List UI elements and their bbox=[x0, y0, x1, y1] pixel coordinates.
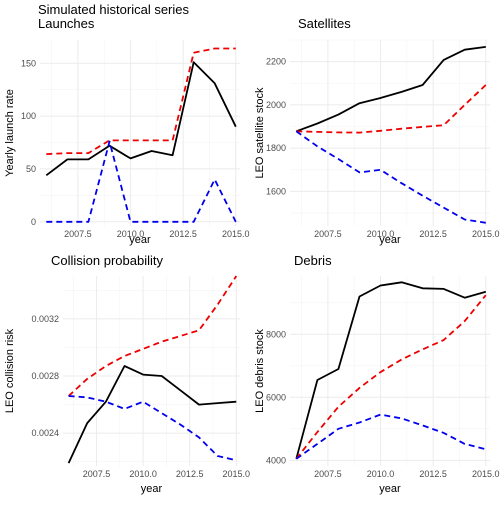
series-line-2 bbox=[67, 275, 238, 397]
y-axis-label: Yearly launch rate bbox=[4, 89, 16, 177]
series-line-1 bbox=[295, 281, 487, 460]
series-line-2 bbox=[46, 47, 236, 155]
y-tick-label: 8000 bbox=[266, 329, 286, 339]
y-axis-label: LEO satellite stock bbox=[254, 87, 266, 179]
x-tick-label: 2012.5 bbox=[169, 229, 197, 239]
series-line-3 bbox=[46, 140, 237, 223]
x-axis-label: year bbox=[141, 483, 163, 495]
x-tick-label: 2010.0 bbox=[367, 229, 395, 239]
y-axis-label: LEO collision risk bbox=[4, 328, 16, 413]
series-line-1 bbox=[295, 46, 486, 133]
series-line-2 bbox=[296, 84, 487, 134]
x-tick-label: 2010.0 bbox=[117, 229, 145, 239]
x-tick-label: 2015.0 bbox=[472, 469, 500, 479]
x-axis-label: year bbox=[129, 234, 151, 246]
x-tick-label: 2010.0 bbox=[367, 469, 395, 479]
panel-satellites: 2007.5 2010.0 2012.5 2015.0 1600 1800 2000 2200… bbox=[254, 16, 500, 246]
panel-title: Collision probability bbox=[51, 253, 163, 268]
x-tick-label: 2010.0 bbox=[129, 469, 157, 479]
x-tick-label: 2007.5 bbox=[314, 469, 342, 479]
x-tick-label: 2012.5 bbox=[176, 469, 204, 479]
series-line-3 bbox=[295, 130, 486, 224]
x-tick-label: 2007.5 bbox=[64, 229, 92, 239]
y-tick-label: 150 bbox=[21, 58, 36, 68]
x-axis-label: year bbox=[379, 483, 401, 495]
y-axis-label: LEO debris stock bbox=[254, 329, 266, 413]
y-tick-label: 4000 bbox=[266, 455, 286, 465]
series-line-1 bbox=[67, 365, 237, 464]
y-tick-label: 50 bbox=[26, 164, 36, 174]
y-tick-label: 0 bbox=[31, 217, 36, 227]
x-tick-label: 2015.0 bbox=[222, 229, 250, 239]
y-tick-label: 2000 bbox=[266, 100, 286, 110]
x-tick-label: 2015.0 bbox=[472, 229, 500, 239]
series-line-1 bbox=[45, 61, 237, 177]
panel-collision: 2007.5 2010.0 2012.5 2015.0 0.0024 0.0028 0.00… bbox=[4, 253, 250, 495]
y-tick-label: 1800 bbox=[266, 143, 286, 153]
y-tick-label: 0.0028 bbox=[31, 371, 59, 381]
series-line-2 bbox=[295, 294, 487, 460]
figure-title: Simulated historical series bbox=[38, 2, 190, 17]
panel-title: Launches bbox=[38, 16, 95, 31]
y-tick-label: 6000 bbox=[266, 392, 286, 402]
x-tick-label: 2007.5 bbox=[83, 469, 111, 479]
y-tick-label: 0.0032 bbox=[31, 314, 59, 324]
x-tick-label: 2015.0 bbox=[223, 469, 251, 479]
y-tick-label: 1600 bbox=[266, 186, 286, 196]
x-tick-label: 2012.5 bbox=[419, 469, 447, 479]
x-tick-label: 2012.5 bbox=[419, 229, 447, 239]
y-tick-label: 100 bbox=[21, 111, 36, 121]
panel-debris: 2007.5 2010.0 2012.5 2015.0 4000 6000 8000 Debr… bbox=[254, 253, 500, 495]
panel-launches: 2007.5 2010.0 2012.5 2015.0 0 50 100 150 Launche… bbox=[4, 16, 250, 246]
series-line-3 bbox=[68, 395, 237, 462]
panel-title: Satellites bbox=[298, 16, 351, 31]
y-tick-label: 2200 bbox=[266, 57, 286, 67]
series-line-3 bbox=[295, 413, 487, 460]
x-tick-label: 2007.5 bbox=[314, 229, 342, 239]
x-axis-label: year bbox=[379, 234, 401, 246]
panel-title: Debris bbox=[294, 253, 332, 268]
y-tick-label: 0.0024 bbox=[31, 428, 59, 438]
